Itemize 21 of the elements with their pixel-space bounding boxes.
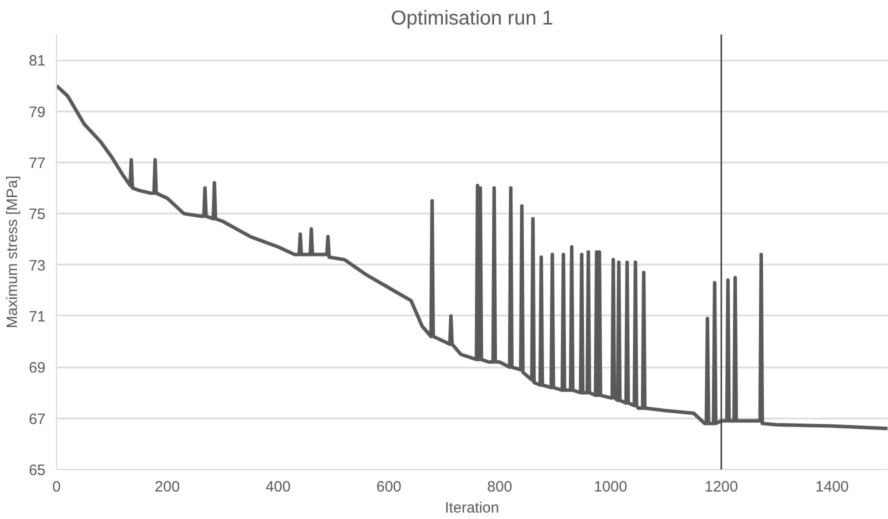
x-tick-label: 800 [487,478,512,496]
x-tick-label: 200 [154,478,180,496]
y-tick-label: 65 [28,462,46,479]
y-tick-label: 67 [28,410,46,428]
x-tick-label: 1000 [594,478,628,496]
y-tick-label: 75 [28,206,46,224]
x-tick-label: 1200 [704,478,738,496]
x-tick-label: 1400 [815,478,849,496]
x-axis-title: Iteration [444,500,500,516]
x-tick-label: 600 [376,478,402,496]
y-axis-title: Maximum stress [MPa] [4,176,21,328]
line-series [56,84,888,430]
y-tick-label: 79 [28,104,46,121]
x-tick-label: 400 [266,478,291,496]
y-tick-label: 77 [28,154,46,172]
chart-title: Optimisation run 1 [390,8,554,30]
y-tick-label: 69 [28,360,46,377]
x-tick-label: 0 [52,478,61,496]
y-tick-label: 81 [28,52,46,70]
y-tick-label: 73 [28,257,46,274]
y-tick-label: 71 [28,308,46,326]
